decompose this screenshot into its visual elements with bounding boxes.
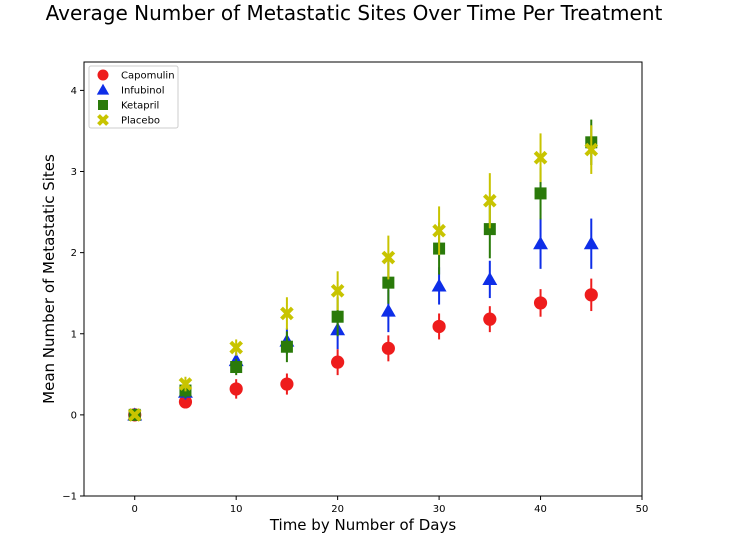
data-point: [331, 310, 344, 323]
x-tick-label: 10: [230, 504, 243, 515]
series-capomulin: [128, 278, 598, 422]
data-point: [280, 340, 293, 353]
plot-frame: [83, 61, 643, 497]
legend-label: Capomulin: [121, 71, 175, 82]
data-point: [483, 223, 496, 236]
data-point: [483, 312, 497, 326]
data-point: [229, 382, 243, 396]
data-point: [380, 303, 396, 317]
chart-title: Average Number of Metastatic Sites Over …: [45, 1, 663, 25]
data-point: [178, 395, 193, 409]
data-point: [432, 319, 446, 334]
x-tick-label: 20: [331, 504, 344, 515]
data-point: [127, 408, 142, 422]
legend: Capomulin Infubinol Ketapril Placebo: [88, 65, 179, 129]
y-tick-label: −1: [62, 492, 77, 503]
x-tick-label: 0: [132, 504, 138, 515]
y-tick-label: 3: [71, 167, 77, 178]
plot-layer: [127, 119, 599, 422]
x-tick-label: 30: [433, 504, 446, 515]
data-point: [330, 283, 345, 298]
series-infubinol: [127, 218, 599, 421]
x-tick-label: 40: [534, 504, 547, 515]
series-placebo: [127, 125, 599, 422]
data-point: [280, 377, 294, 391]
series-ketapril: [128, 119, 598, 421]
ticks-layer: 0 10 20 30 40 50 −1 0 1 2 3 4: [62, 86, 648, 515]
y-tick-label: 2: [71, 248, 77, 259]
legend-marker: [97, 114, 109, 126]
data-point: [584, 142, 599, 157]
data-point: [178, 377, 193, 391]
legend-box: [88, 65, 179, 129]
data-point: [534, 187, 547, 200]
data-point: [533, 150, 548, 165]
y-tick-label: 1: [71, 329, 77, 340]
legend-label: Ketapril: [121, 101, 159, 112]
legend-marker: [97, 69, 109, 81]
data-point: [432, 223, 446, 238]
data-point: [382, 276, 395, 289]
data-point: [229, 340, 243, 355]
data-point: [583, 236, 599, 250]
data-point: [331, 355, 345, 369]
legend-label: Placebo: [121, 116, 160, 127]
data-point: [483, 193, 497, 208]
y-tick-label: 0: [71, 410, 77, 421]
x-tick-label: 50: [636, 504, 649, 515]
legend-label: Infubinol: [121, 86, 165, 97]
y-tick-label: 4: [71, 86, 77, 97]
data-point: [431, 278, 447, 292]
legend-marker: [98, 100, 108, 110]
data-point: [381, 250, 396, 265]
data-point: [533, 296, 548, 310]
data-point: [584, 288, 598, 302]
x-axis-label: Time by Number of Days: [269, 516, 457, 534]
data-point: [533, 236, 548, 250]
data-point: [381, 341, 395, 355]
y-axis-label: Mean Number of Metastatic Sites: [40, 154, 58, 404]
data-point: [280, 306, 294, 321]
legend-marker: [96, 83, 110, 95]
data-point: [230, 361, 243, 374]
data-point: [482, 271, 498, 285]
